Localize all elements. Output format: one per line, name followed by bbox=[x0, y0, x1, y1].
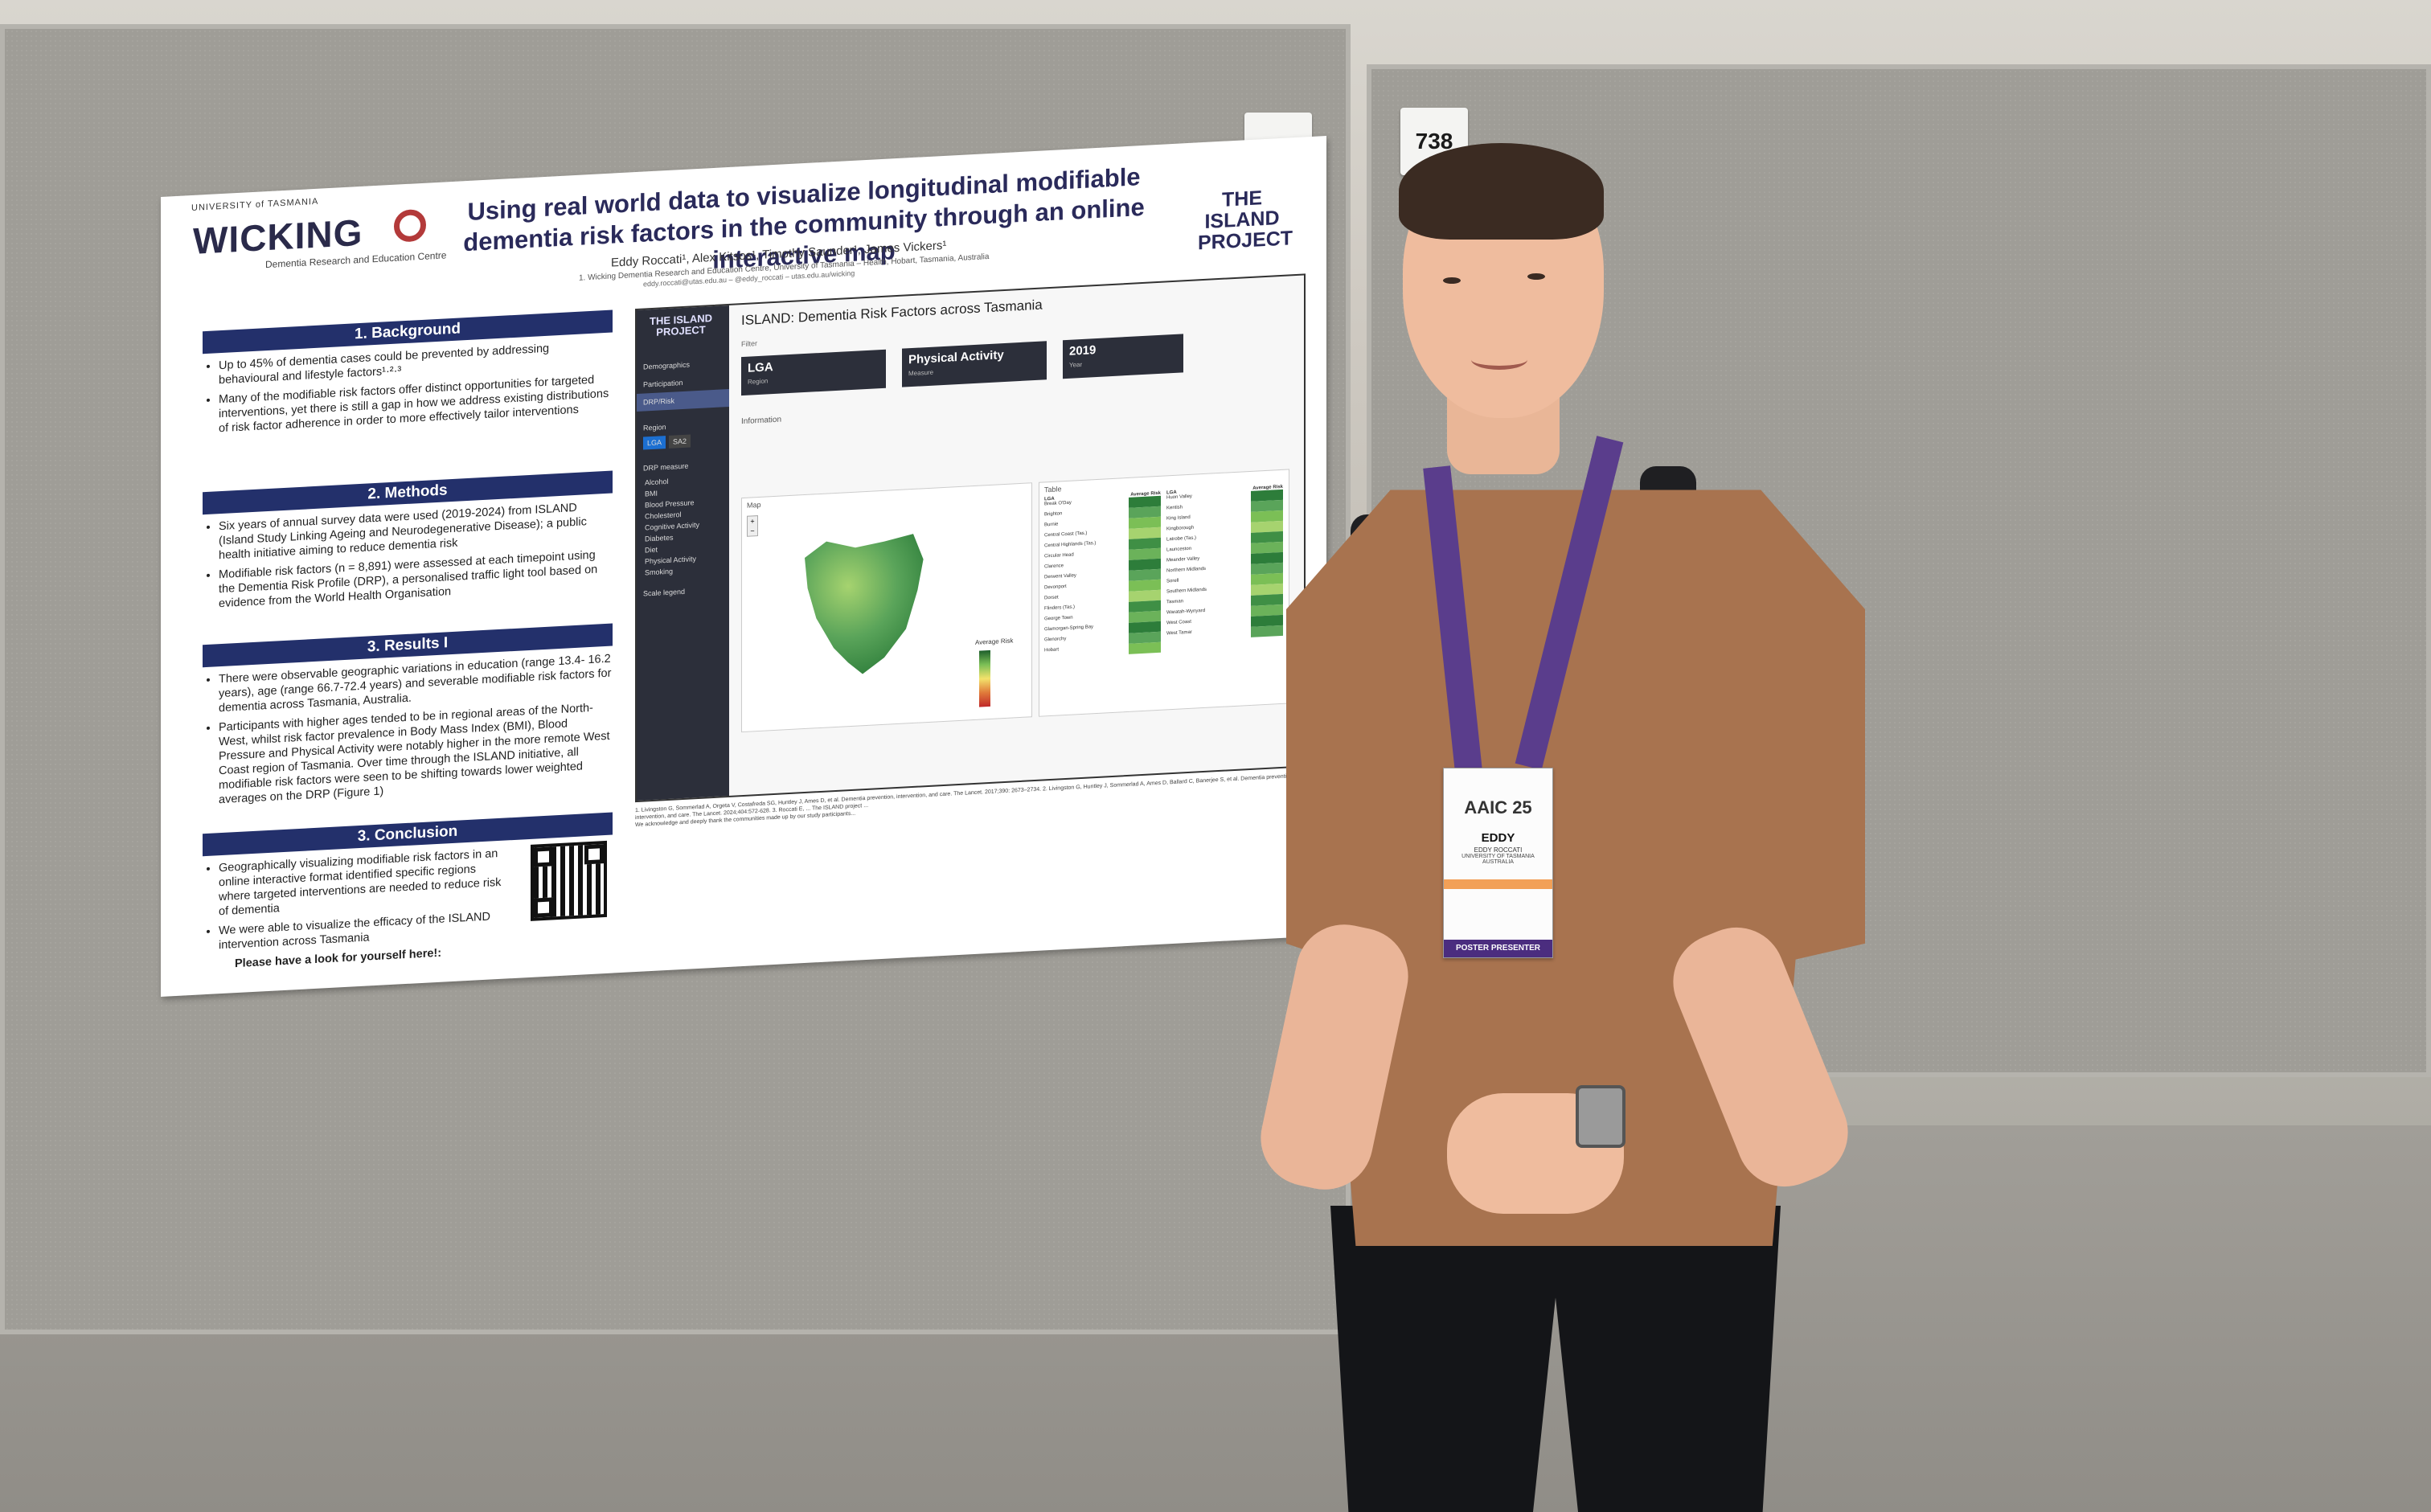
results-text: There were observable geographic variati… bbox=[203, 652, 613, 813]
table-cell-lga: Waratah-Wynyard bbox=[1166, 608, 1206, 616]
region-option-sa2[interactable]: SA2 bbox=[669, 434, 691, 449]
methods-text: Six years of annual survey data were use… bbox=[203, 499, 613, 617]
information-label: Information bbox=[741, 415, 782, 427]
dashboard-title: ISLAND: Dementia Risk Factors across Tas… bbox=[741, 297, 1043, 329]
sidebar-item-drp-risk[interactable]: DRP/Risk bbox=[637, 388, 729, 412]
region-option-lga[interactable]: LGA bbox=[643, 436, 666, 450]
filter-year-label: Year bbox=[1069, 360, 1083, 369]
scale-legend-toggle[interactable]: Scale legend bbox=[643, 587, 686, 598]
island-project-logo: THE ISLAND PROJECT bbox=[1198, 186, 1293, 255]
filter-region[interactable]: LGA Region bbox=[741, 349, 886, 396]
table-rows-left: Break O'Day Brighton Burnie Central Coast (… bbox=[1044, 495, 1161, 659]
filter-label: Filter bbox=[741, 339, 757, 349]
badge-stripe bbox=[1444, 879, 1552, 889]
table-cell-lga: Break O'Day bbox=[1044, 500, 1072, 507]
filter-measure-value: Physical Activity bbox=[908, 348, 1004, 367]
qr-code-icon[interactable] bbox=[531, 840, 607, 921]
filter-year[interactable]: 2019 Year bbox=[1063, 334, 1183, 379]
table-right: LGA Average Risk Huon Valley Kentish King … bbox=[1166, 485, 1283, 642]
map-label: Map bbox=[747, 500, 761, 510]
background-text: Up to 45% of dementia cases could be pre… bbox=[203, 338, 613, 442]
results-bullet: Participants with higher ages tended to … bbox=[219, 700, 613, 808]
filter-region-value: LGA bbox=[748, 360, 773, 375]
tasmania-choropleth-map[interactable] bbox=[790, 521, 935, 681]
table-cell-lga: Glenorchy bbox=[1044, 636, 1067, 643]
map-legend-title: Average Risk bbox=[975, 637, 1014, 646]
table-cell-lga: Kentish bbox=[1166, 505, 1183, 511]
table-cell-lga: Huon Valley bbox=[1166, 494, 1192, 501]
dashboard-brand: THE ISLAND PROJECT bbox=[650, 312, 712, 338]
badge-first-name: EDDY bbox=[1481, 831, 1515, 845]
map-panel[interactable]: Map + − Average Risk bbox=[741, 482, 1032, 733]
table-cell-lga: Dorset bbox=[1044, 595, 1059, 601]
conclusion-bullet: Geographically visualizing modifiable ri… bbox=[219, 846, 508, 919]
filter-measure[interactable]: Physical Activity Measure bbox=[902, 341, 1047, 387]
name-badge: AAIC 25 EDDY EDDY ROCCATI UNIVERSITY OF … bbox=[1443, 768, 1553, 958]
table-cell-risk bbox=[1251, 625, 1283, 637]
conclusion-text: Geographically visualizing modifiable ri… bbox=[203, 846, 508, 973]
research-poster: UNIVERSITY of TASMANIA WICKING Dementia … bbox=[161, 136, 1326, 998]
table-cell-lga: Devonport bbox=[1044, 584, 1067, 591]
badge-full-name: EDDY ROCCATI bbox=[1474, 846, 1523, 854]
information-text-block bbox=[741, 405, 1288, 482]
wicking-ring-icon bbox=[394, 208, 426, 243]
table-cell-risk bbox=[1129, 641, 1161, 654]
dashboard-nav: Demographics Participation DRP/Risk Regi… bbox=[637, 354, 729, 603]
right-eye bbox=[1527, 273, 1545, 280]
badge-conference-logo: AAIC 25 bbox=[1464, 797, 1532, 817]
table-cell-lga: Sorell bbox=[1166, 578, 1179, 584]
map-legend-scale bbox=[979, 649, 990, 707]
table-cell-lga: West Tamar bbox=[1166, 629, 1192, 637]
dashboard-screenshot: THE ISLAND PROJECT Demographics Particip… bbox=[635, 273, 1306, 803]
qr-finder-pattern bbox=[584, 844, 604, 865]
wristwatch-icon bbox=[1576, 1085, 1625, 1148]
table-label: Table bbox=[1044, 485, 1062, 494]
table-cell-lga: Circular Head bbox=[1044, 552, 1074, 559]
table-cell-lga: Northern Midlands bbox=[1166, 566, 1207, 574]
qr-finder-pattern bbox=[534, 846, 553, 867]
map-zoom-controls[interactable]: + − bbox=[747, 515, 758, 537]
table-cell-lga: Southern Midlands bbox=[1166, 587, 1207, 595]
left-eye bbox=[1443, 277, 1461, 284]
table-cell-lga: Derwent Valley bbox=[1044, 573, 1076, 580]
table-panel: Table LGA Average Risk Break O'Day Bright… bbox=[1039, 469, 1289, 717]
badge-role: POSTER PRESENTER bbox=[1444, 940, 1552, 957]
badge-organisation: UNIVERSITY OF TASMANIA bbox=[1461, 854, 1535, 859]
table-cell-lga: Latrobe (Tas.) bbox=[1166, 535, 1197, 543]
table-left: LGA Average Risk Break O'Day Brighton Burn… bbox=[1044, 491, 1161, 659]
table-cell-lga: Tasman bbox=[1166, 599, 1184, 605]
table-cell-lga: Burnie bbox=[1044, 522, 1059, 528]
table-cell-lga: Brighton bbox=[1044, 511, 1063, 518]
qr-finder-pattern bbox=[534, 897, 553, 918]
university-name: UNIVERSITY of TASMANIA bbox=[191, 196, 319, 214]
smile bbox=[1471, 350, 1527, 370]
table-cell-lga: Hobart bbox=[1044, 647, 1060, 654]
hair bbox=[1399, 143, 1604, 240]
filter-year-value: 2019 bbox=[1069, 343, 1097, 359]
table-cell-lga: Clarence bbox=[1044, 563, 1064, 570]
badge-country: AUSTRALIA bbox=[1482, 859, 1514, 865]
dashboard-main: ISLAND: Dementia Risk Factors across Tas… bbox=[733, 276, 1300, 796]
table-rows-right: Huon Valley Kentish King Island Kingborough… bbox=[1166, 489, 1283, 642]
dashboard-sidebar: THE ISLAND PROJECT Demographics Particip… bbox=[637, 305, 729, 801]
